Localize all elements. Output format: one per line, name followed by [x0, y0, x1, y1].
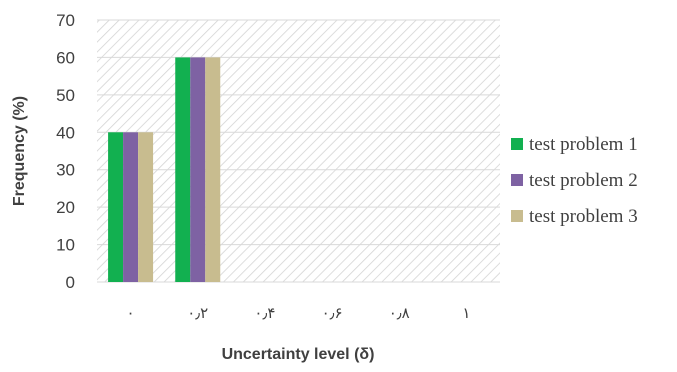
legend-swatch [511, 210, 523, 222]
legend-swatch [511, 138, 523, 150]
bar [138, 132, 154, 282]
y-tick-label: 70 [56, 11, 75, 30]
y-axis-title: Frequency (%) [11, 96, 28, 206]
y-tick-label: 30 [56, 161, 75, 180]
bars [108, 57, 221, 282]
bar [190, 57, 206, 282]
x-tick-label: ۱ [462, 304, 470, 322]
bar [123, 132, 139, 282]
x-tick-label: ۰٫۶ [322, 304, 343, 322]
y-tick-label: 10 [56, 236, 75, 255]
legend-label: test problem 2 [529, 170, 638, 191]
x-axis-ticks: ۰ ۰٫۲ ۰٫۴ ۰٫۶ ۰٫۸ ۱ [127, 304, 471, 322]
bar [175, 57, 191, 282]
legend-swatch [511, 174, 523, 186]
x-tick-label: ۰٫۴ [254, 304, 275, 322]
y-tick-label: 60 [56, 48, 75, 67]
bar [205, 57, 221, 282]
x-tick-label: ۰ [127, 304, 135, 322]
y-tick-label: 40 [56, 123, 75, 142]
legend-label: test problem 3 [529, 206, 638, 227]
legend: test problem 1 test problem 2 test problem… [511, 134, 638, 227]
gridlines [97, 19, 500, 283]
y-tick-label: 50 [56, 86, 75, 105]
x-axis-title: Uncertainty level (δ) [222, 346, 375, 363]
y-tick-label: 0 [66, 273, 75, 292]
x-tick-label: ۰٫۲ [187, 304, 208, 322]
y-axis-ticks: 0 10 20 30 40 50 60 70 [56, 11, 75, 292]
bar [108, 132, 124, 282]
legend-label: test problem 1 [529, 134, 638, 155]
x-tick-label: ۰٫۸ [389, 304, 410, 322]
y-tick-label: 20 [56, 198, 75, 217]
plot-area [97, 20, 500, 282]
